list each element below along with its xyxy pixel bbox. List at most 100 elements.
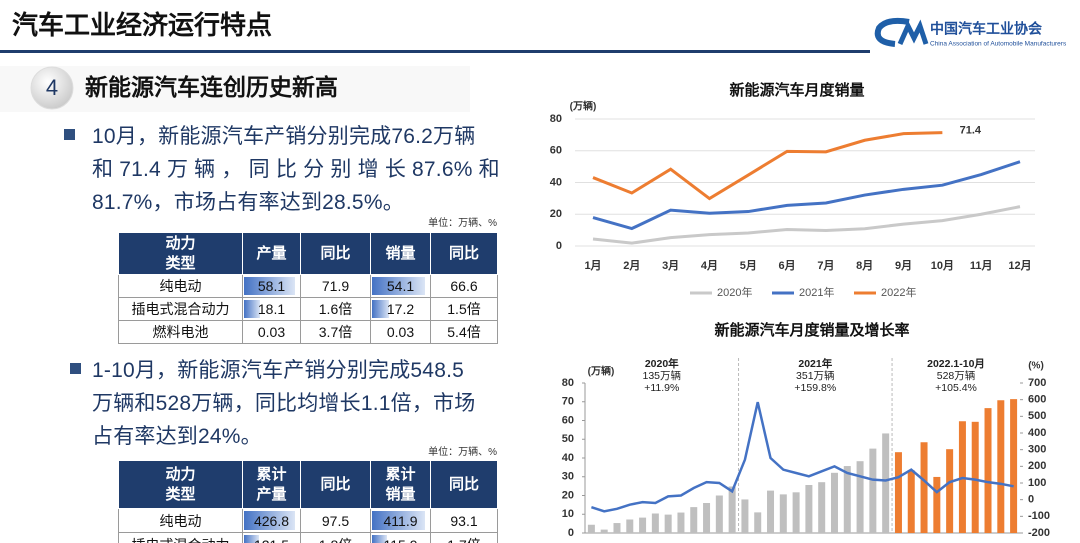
header-cell: 同比 [300,460,371,509]
header-rule [0,50,870,53]
table-cell: 66.6 [430,274,498,298]
cell-text: 插电式混合动力 [131,301,230,317]
bar [933,476,941,533]
table-cell: 71.9 [300,274,371,298]
cell-text: 1.7倍 [447,537,480,543]
bar [703,503,711,533]
bar [1010,399,1018,533]
unit-note: 单位：万辆、% [428,218,497,229]
table-cell: 5.4倍 [430,320,498,344]
y-tick-label: 80 [550,113,562,125]
data-bar [372,277,426,295]
y-tick-label: 40 [562,452,574,464]
data-bar [244,300,260,318]
y-tick-label: 50 [562,433,574,445]
data-bar [244,511,296,530]
bar [997,400,1005,533]
y2-axis-label: (%) [1028,361,1044,372]
series-line [592,131,943,201]
logo-c [874,17,910,47]
bar [754,512,762,533]
bar [587,524,595,533]
x-tick-label: 3月 [662,259,679,272]
y-tick-label: 70 [562,396,574,408]
header-text: 同比 [320,475,351,493]
bullet-line: 1-10月，新能源汽车产销分别完成548.5 [92,359,464,382]
x-tick-label: 9月 [895,259,912,272]
period-annotation: 135万辆 [642,369,681,382]
cell-text: 426.8 [253,512,290,529]
x-tick-label: 2月 [623,259,640,272]
header-text: 同比 [448,475,479,493]
header-text: 销量 [385,244,416,262]
bar [907,470,915,533]
data-bar [372,535,387,543]
y2-tick-label: 600 [1028,394,1046,406]
bar [984,408,992,533]
y-axis-label: (万辆) [570,100,597,113]
table-cell: 17.2 [370,297,431,321]
header-cell: 累计产量 [242,460,301,509]
section-title: 新能源汽车连创历史新高 [85,74,338,100]
bar [613,523,621,533]
x-tick-label: 11月 [970,259,993,272]
chart-title: 新能源汽车月度销量及增长率 [714,321,909,339]
header-text: 产量 [256,244,287,262]
cell-text: 71.9 [321,278,350,294]
y-axis-label: (万辆) [588,365,615,378]
table-cell: 燃料电池 [118,320,243,344]
table-row: 燃料电池 0.03 3.7倍 0.03 5.4倍 [118,320,498,344]
table-cell: 插电式混合动力 [118,297,243,321]
section-badge [30,66,74,110]
period-annotation: +105.4% [935,382,977,394]
y-tick-label: 10 [562,508,574,520]
unit-note: 单位：万辆、% [428,447,497,458]
bar [690,507,698,533]
period-annotation: +159.8% [794,382,836,394]
y2-tick-label: 300 [1028,444,1046,456]
bar [741,499,749,533]
cell-text: 58.1 [257,278,286,294]
header-title: 汽车工业经济运行特点 [12,10,272,40]
bar [843,466,851,533]
cell-text: 66.6 [450,278,478,294]
header-text: 动力类型 [165,466,196,503]
x-tick-label: 8月 [856,259,873,272]
table-cell: 121.5 [242,532,301,543]
y-tick-label: 30 [562,471,574,483]
bar [830,472,838,533]
table-cell: 411.9 [370,508,431,533]
bar [818,482,826,533]
table-cell: 115.9 [370,532,431,543]
period-annotation: 2021年 [798,357,832,370]
cell-text: 411.9 [383,512,418,529]
y2-tick-label: 400 [1028,427,1046,439]
bar [664,514,672,533]
cell-text: 115.9 [384,537,418,543]
bar [626,519,634,533]
table-cell: 1.8倍 [300,532,371,543]
logo-m [897,19,929,46]
table-cell: 1.7倍 [430,532,498,543]
bullet-line: 和 71.4 万 辆 ， 同 比 分 别 增 长 87.6% 和 [92,158,500,181]
data-bar [372,300,389,318]
bar [715,495,723,533]
header-row: 动力类型 累计产量 同比 累计销量 同比 [118,460,498,509]
cell-text: 1.6倍 [318,301,353,317]
y2-tick-label: 700 [1028,377,1046,389]
cell-text: 燃料电池 [152,324,209,340]
section-band [0,66,470,112]
bar [882,433,890,533]
bar [767,490,775,533]
table-cell: 0.03 [242,320,301,344]
cell-text: 18.1 [257,301,286,317]
x-tick-label: 7月 [817,259,834,272]
cell-text: 纯电动 [159,512,202,529]
x-tick-label: 10月 [931,259,954,272]
table-row: 插电式混合动力 18.1 1.6倍 17.2 1.5倍 [118,297,498,321]
cell-text: 插电式混合动力 [132,537,230,543]
cell-text: 93.1 [450,512,478,529]
legend-label: 2022年 [881,285,916,299]
